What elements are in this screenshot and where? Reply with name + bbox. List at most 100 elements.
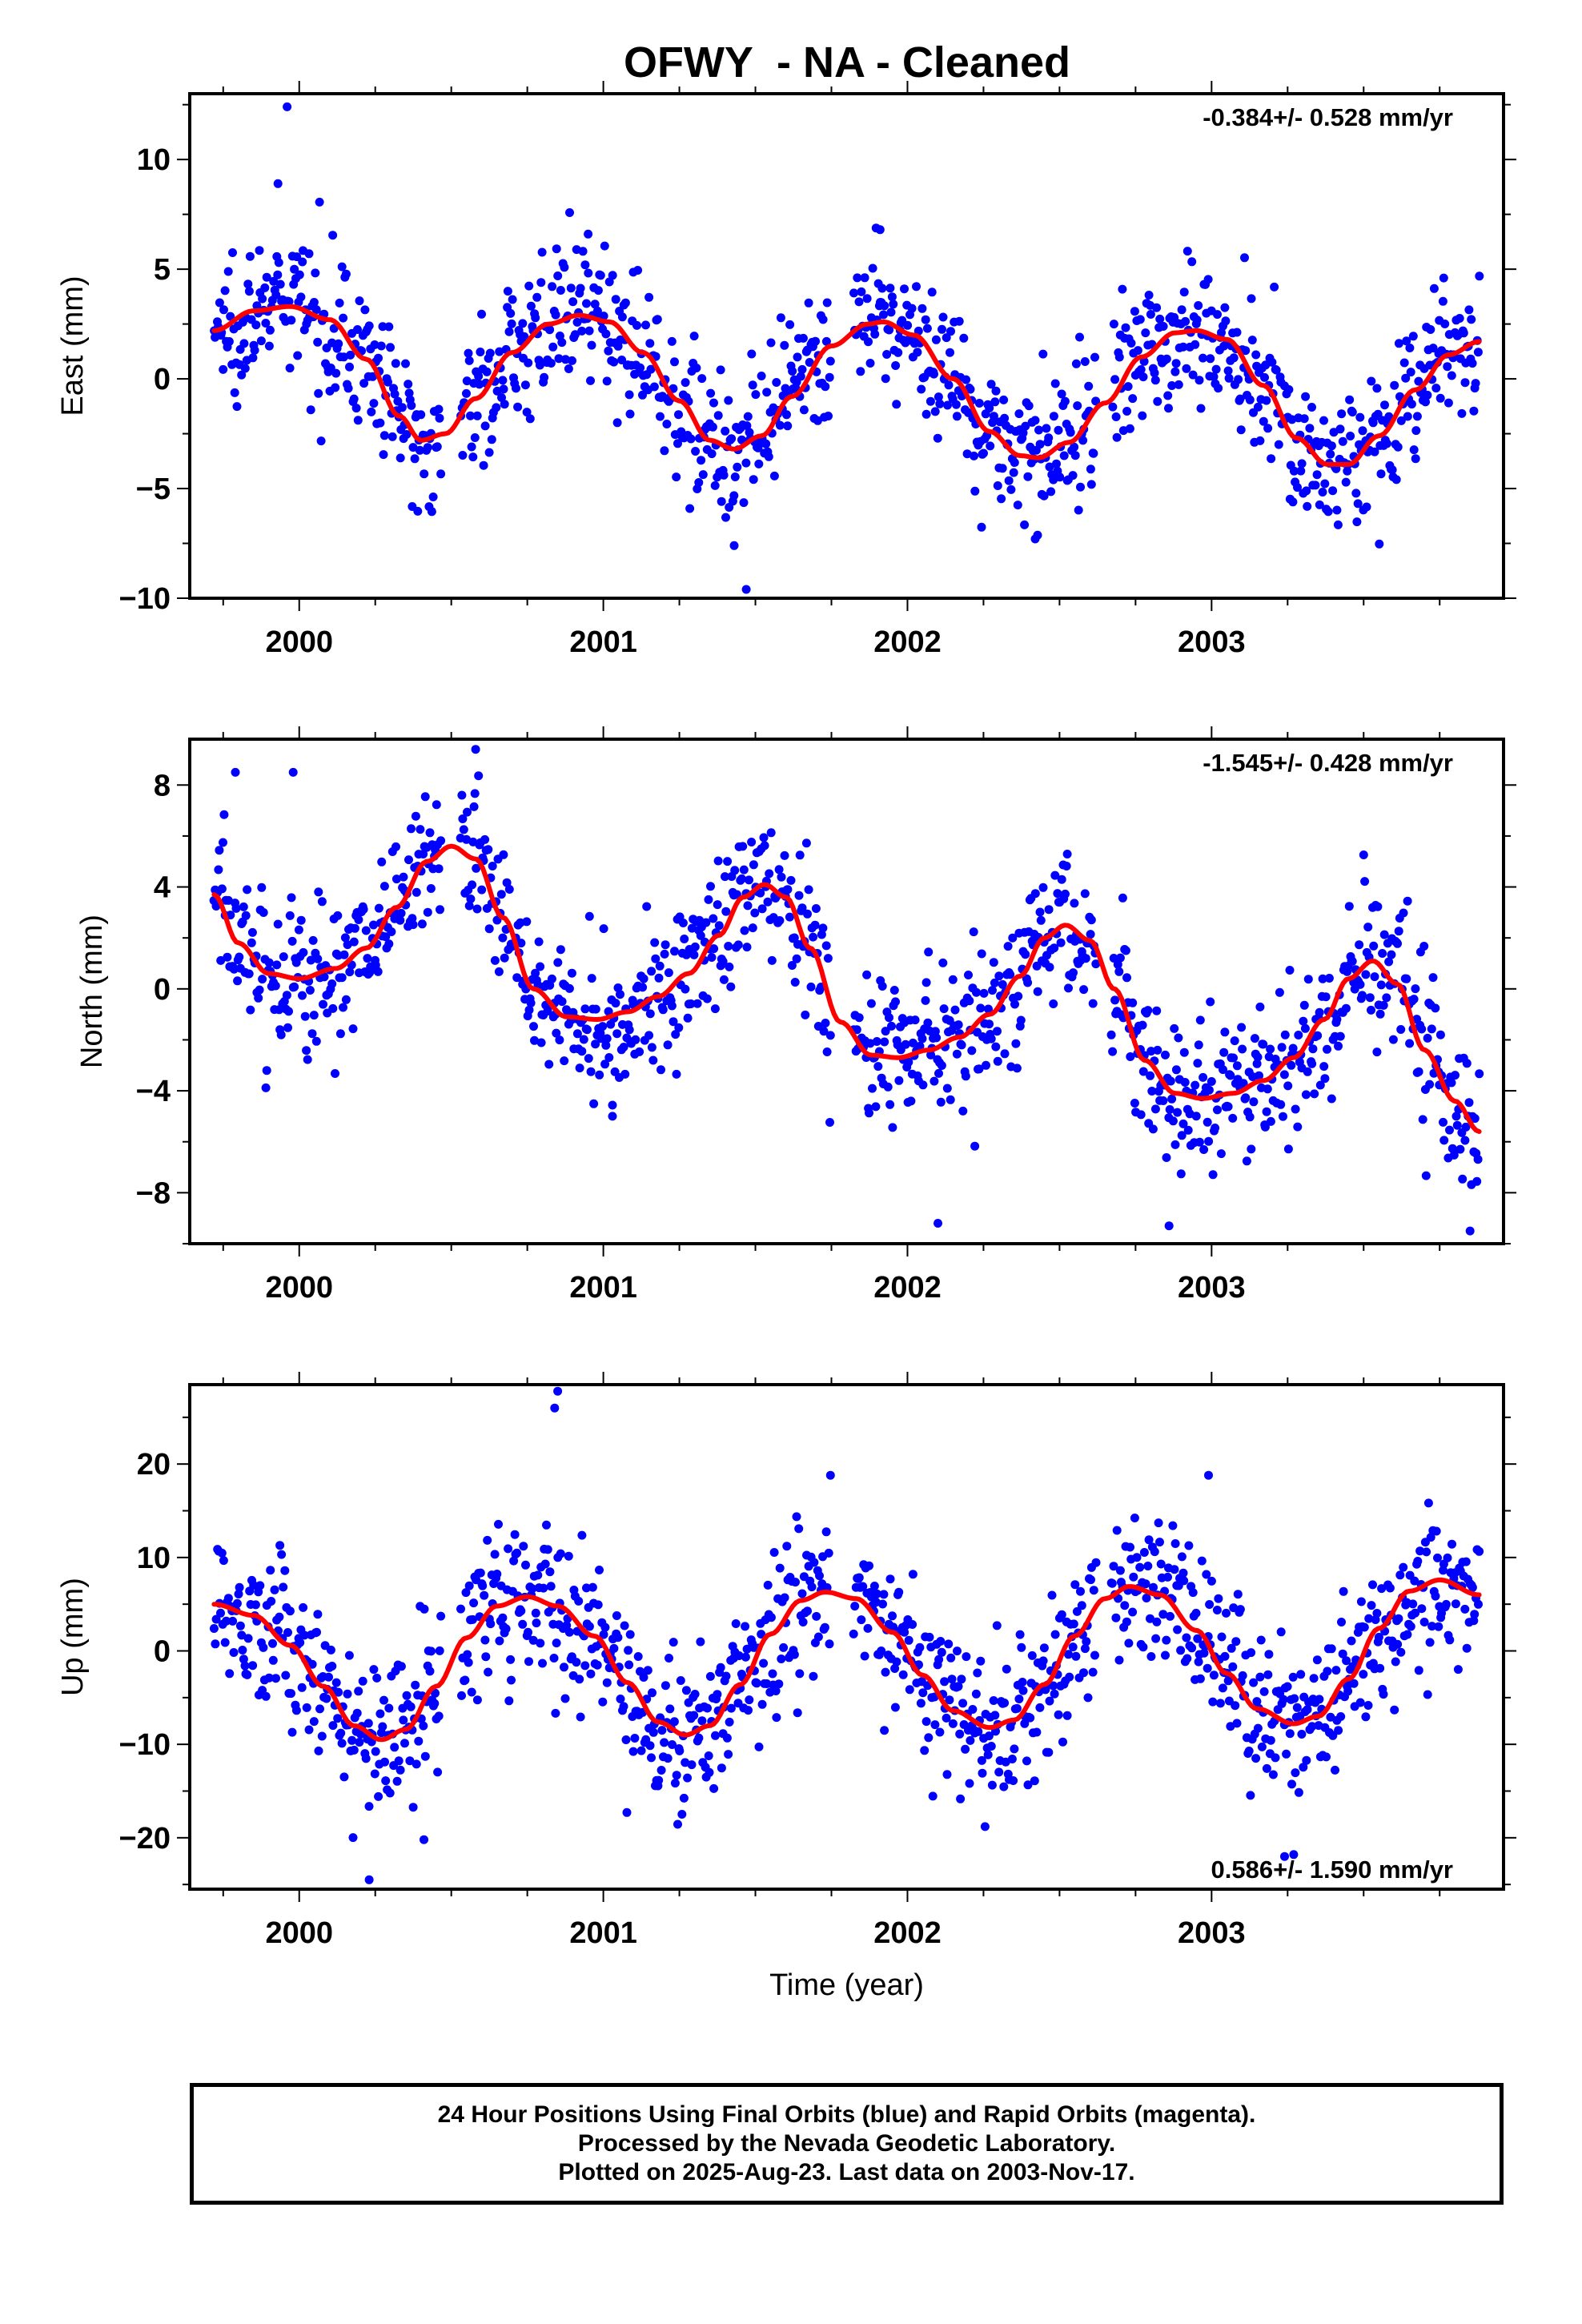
data-point [1108,402,1118,412]
data-point [474,771,484,781]
data-point [1161,1050,1170,1059]
data-point [538,1659,547,1668]
data-point [934,392,943,402]
data-point [1303,501,1312,511]
data-point [880,1726,889,1735]
data-point [1320,479,1330,489]
data-point [254,993,263,1003]
data-point [791,1578,800,1587]
data-point [695,915,705,925]
data-point [748,380,757,390]
data-point [737,874,746,883]
y-tick-label: 0 [154,363,171,396]
data-point [1006,485,1016,494]
data-point [1178,1119,1188,1128]
data-point [920,1746,930,1755]
data-point [481,1652,491,1662]
data-point [885,325,894,335]
data-point [1339,1586,1348,1596]
data-point [567,968,576,978]
data-point [402,1691,412,1700]
data-point [1044,1747,1054,1757]
data-point [1363,923,1373,932]
data-point [600,1622,610,1632]
data-point [458,814,468,823]
data-point [1144,291,1154,300]
data-point [739,498,749,508]
data-point [256,336,266,346]
data-point [849,1629,858,1638]
data-point [464,348,473,358]
data-point [1150,1547,1159,1557]
data-point [396,1662,406,1671]
data-point [1170,1565,1179,1574]
data-point [225,1669,235,1679]
data-point [1384,957,1394,967]
data-points [209,745,1484,1236]
data-point [747,349,757,359]
data-point [1223,1102,1233,1112]
data-point [750,908,760,918]
data-point [766,1613,776,1622]
data-point [1435,1030,1445,1039]
data-point [299,947,308,957]
x-ticks [222,1372,1441,1902]
data-point [943,400,952,410]
data-point [1032,1727,1042,1737]
data-point [788,367,797,376]
data-point-outlier [1465,1226,1475,1236]
data-point [989,1696,998,1705]
data-point [498,1613,508,1622]
data-point [384,939,394,949]
data-point [250,345,259,355]
data-point [970,1141,980,1151]
footer-line-1: 24 Hour Positions Using Final Orbits (bl… [437,2101,1256,2128]
data-point [989,958,998,967]
data-point [533,1570,543,1580]
data-point [1359,1670,1368,1679]
data-point [588,1582,597,1592]
data-point [536,278,546,287]
data-point [584,268,593,278]
data-point [339,1003,347,1012]
data-point [916,1699,926,1708]
data-point [906,1096,916,1106]
data-point [871,1102,881,1112]
data-point [577,326,587,336]
data-point [1423,390,1432,400]
data-point [1439,1136,1449,1145]
data-point [742,943,752,952]
data-point [355,1738,364,1747]
data-point [516,939,526,948]
data-point [1287,1779,1296,1789]
data-point [1238,1044,1247,1054]
data-point [678,919,688,927]
data-point [510,1530,520,1539]
data-point [552,1638,561,1648]
data-point [1178,1568,1188,1578]
data-point [1323,507,1333,517]
data-point [379,431,389,440]
data-point [990,1711,1000,1720]
data-point [984,1731,994,1741]
data-point [355,296,364,306]
data-point [1167,381,1177,390]
data-point [947,1675,957,1684]
rate-annotation: -1.545+/- 0.428 mm/yr [1203,749,1453,777]
data-point [1023,1780,1033,1790]
data-point [298,991,307,1000]
data-point [1163,391,1173,400]
data-point [211,1614,221,1624]
data-point [741,458,751,468]
data-point [1236,425,1246,435]
data-point [769,1548,779,1557]
data-point [664,968,673,978]
data-point [968,1705,978,1714]
data-point-outlier [273,179,283,188]
data-point [292,252,302,262]
data-point [1106,1030,1116,1039]
data-point [882,350,892,359]
data-point [1299,1016,1308,1026]
data-point [763,897,773,907]
data-point [1277,1043,1287,1052]
